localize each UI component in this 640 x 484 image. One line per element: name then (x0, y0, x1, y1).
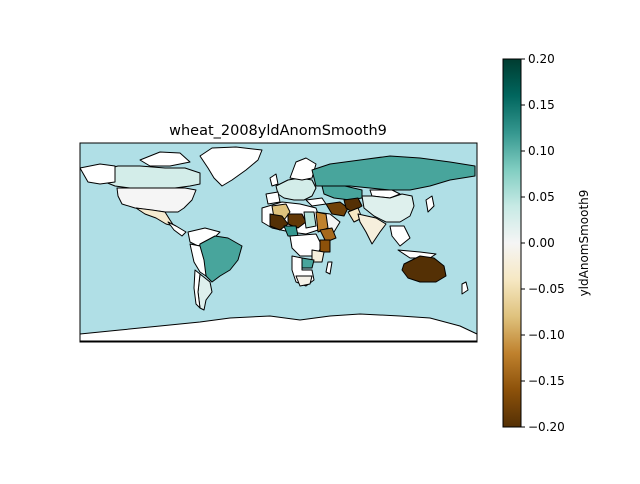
andes (189, 243, 207, 277)
new-zealand (461, 281, 469, 295)
se-asia (389, 225, 411, 247)
map-axes (79, 142, 478, 343)
colorbar-tick-label: 0.10 (528, 144, 555, 158)
colorbar-fill (502, 58, 522, 428)
madagascar (325, 261, 333, 275)
japan (425, 195, 435, 213)
colorbar-tick-label: −0.20 (528, 420, 565, 434)
region-uk (269, 173, 279, 187)
alaska (79, 163, 116, 185)
region-niger (287, 213, 307, 229)
antarctica (79, 313, 478, 342)
region-south-africa (295, 275, 313, 287)
colorbar-tick-label: 0.20 (528, 52, 555, 66)
arctic-islands (139, 151, 191, 167)
chile (193, 269, 201, 309)
colorbar: 0.20 0.15 0.10 0.05 0.00 −0.05 −0.10 −0.15 −0.20… (502, 52, 591, 434)
scandinavia (289, 157, 317, 181)
region-canada (94, 165, 201, 189)
region-tanzania (311, 249, 325, 263)
colorbar-tick-label: −0.15 (528, 374, 565, 388)
region-india (357, 213, 387, 245)
region-sudan (315, 211, 329, 233)
region-ethiopia (319, 227, 337, 243)
region-kenya (319, 239, 331, 253)
indonesia (397, 249, 437, 259)
region-zambia (301, 257, 315, 269)
map-title: wheat_2008yldAnomSmooth9 (169, 123, 387, 139)
region-iran (325, 201, 349, 217)
colorbar-tick-label: 0.00 (528, 236, 555, 250)
colorbar-label: yldAnomSmooth9 (577, 190, 591, 297)
colorbar-tick-label: −0.05 (528, 282, 565, 296)
colorbar-tick-label: 0.05 (528, 190, 555, 204)
colorbar-tick-label: −0.10 (528, 328, 565, 342)
region-china (361, 193, 415, 223)
region-chad (303, 211, 317, 229)
region-australia (401, 255, 447, 283)
colorbar-ticks: 0.20 0.15 0.10 0.05 0.00 −0.05 −0.10 −0.15 −0.20 (521, 52, 565, 434)
greenland (199, 146, 263, 187)
central-america (167, 221, 187, 237)
region-iberia (265, 191, 281, 205)
colorbar-tick-label: 0.15 (528, 98, 555, 112)
region-usa (116, 187, 197, 213)
